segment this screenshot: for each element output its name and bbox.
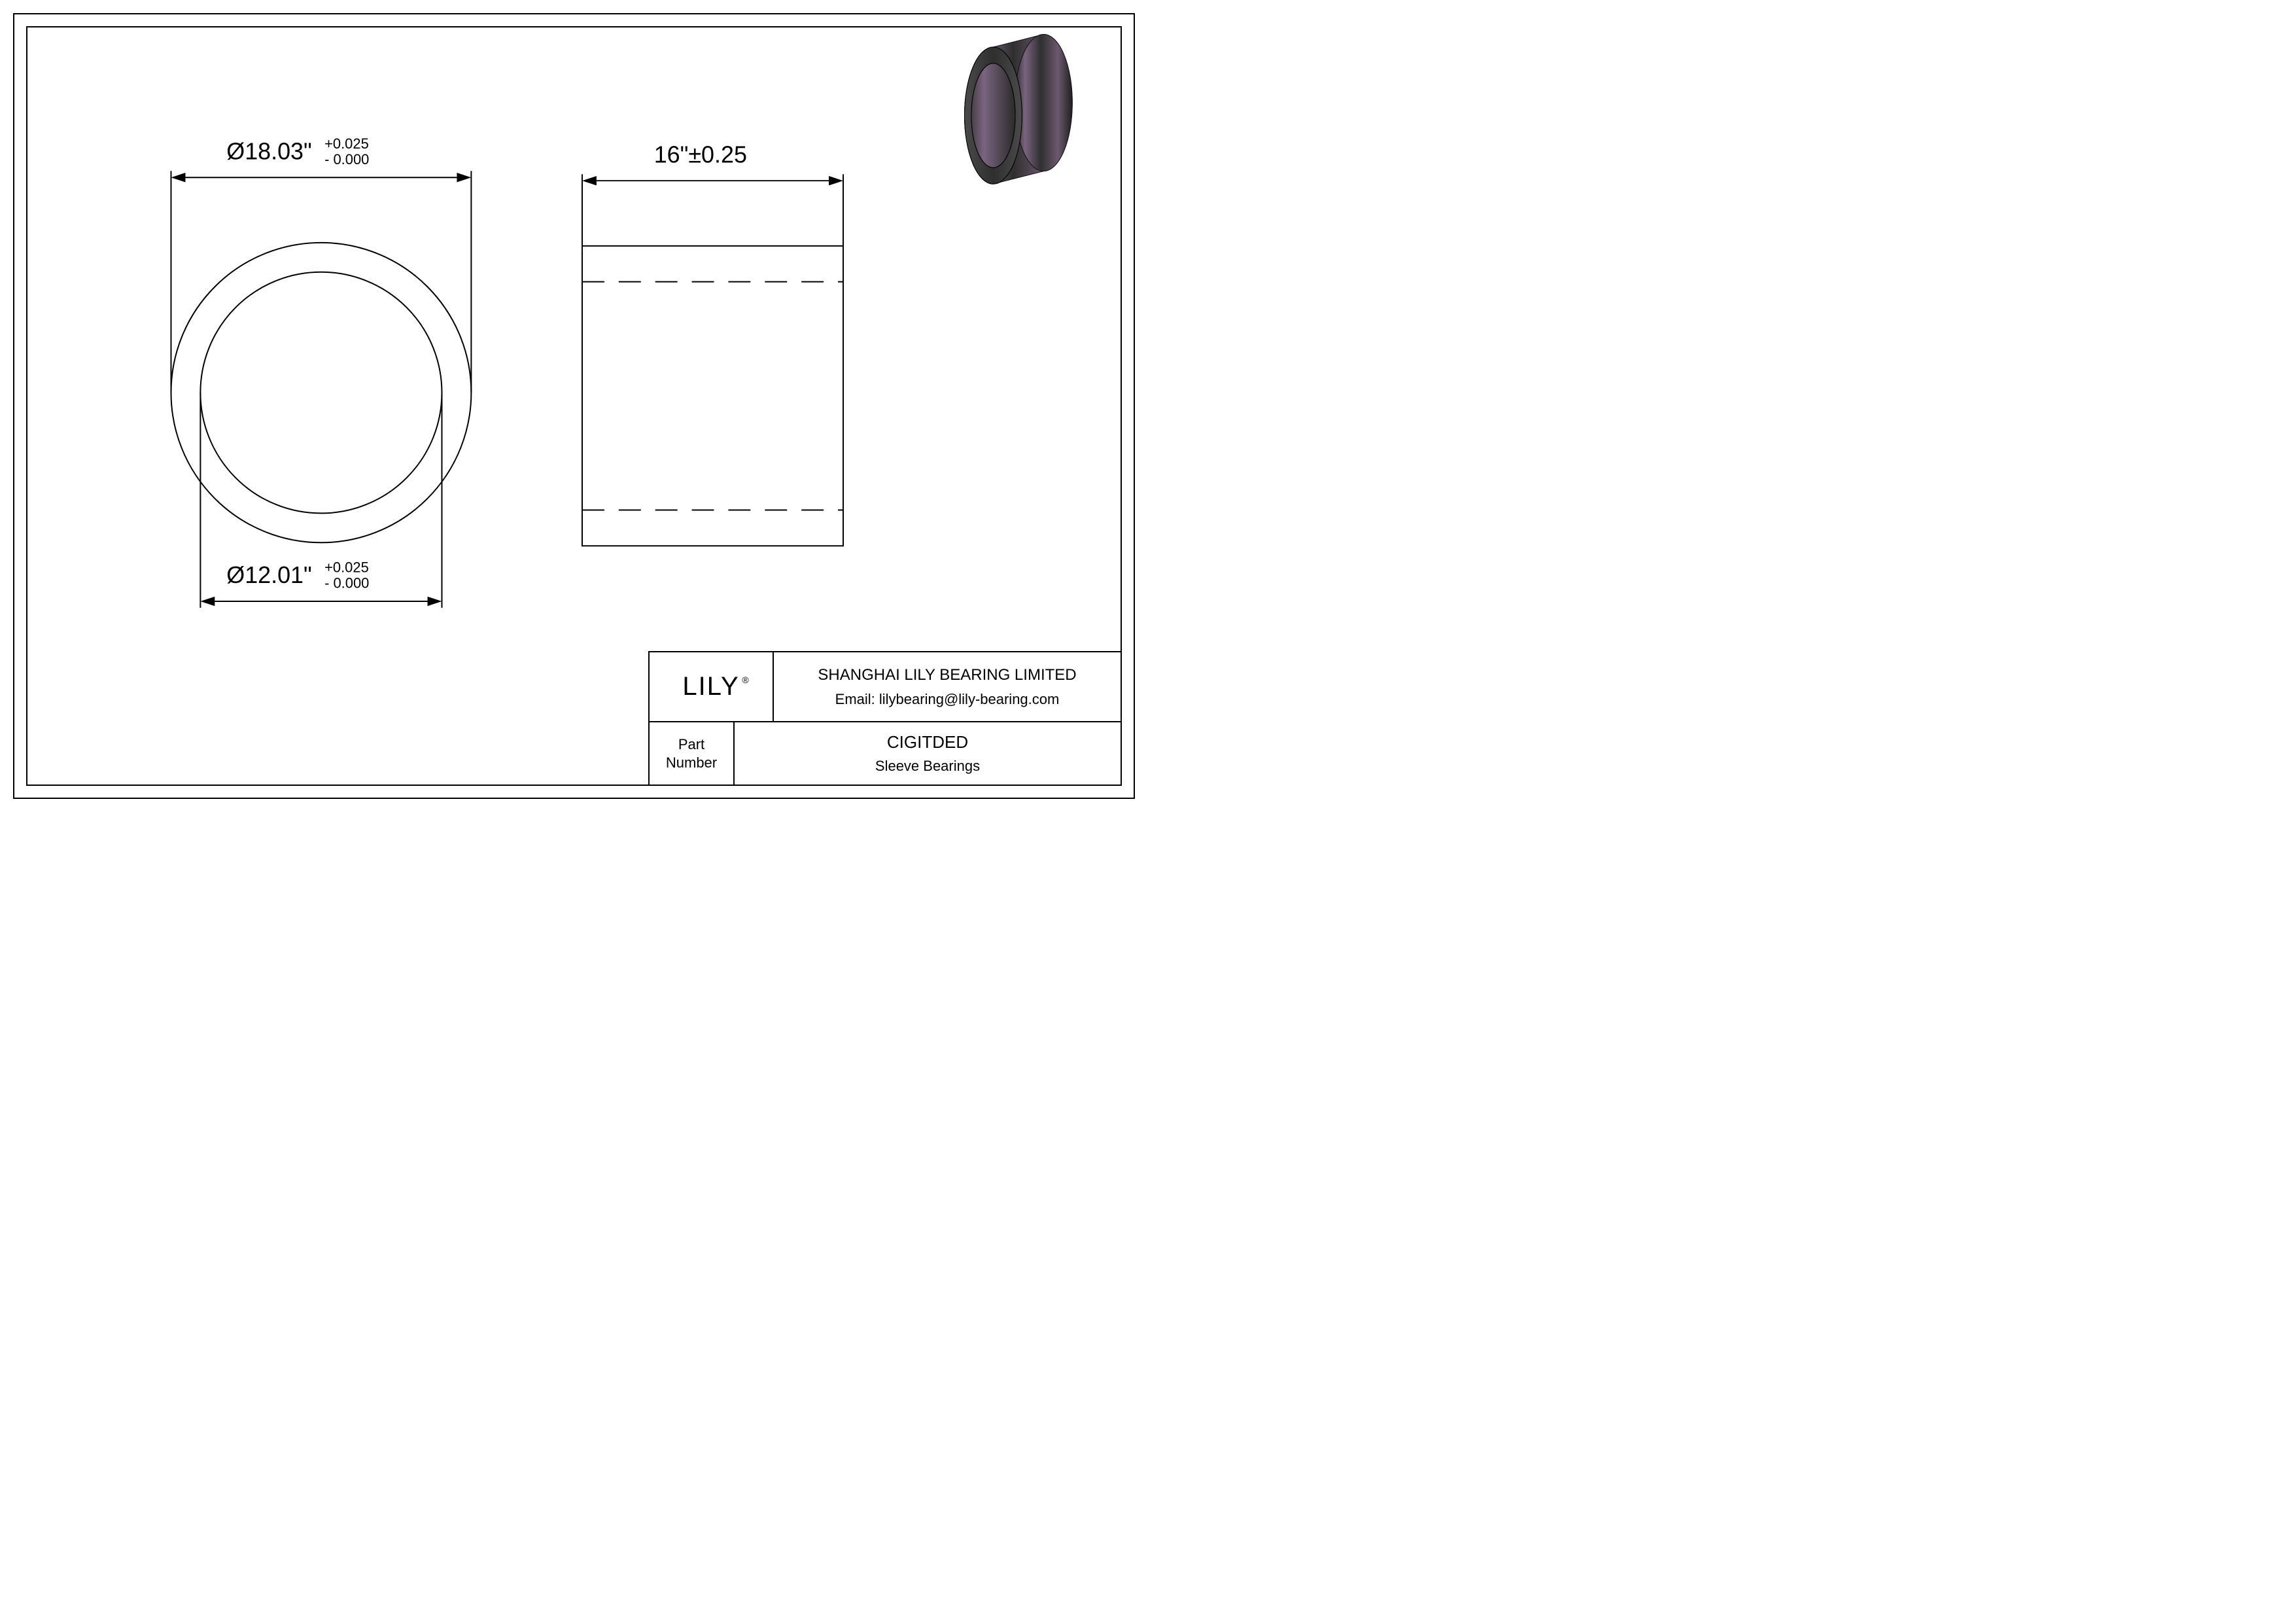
- svg-text:+0.025: +0.025: [324, 135, 369, 152]
- part-number-cell: CIGITDED Sleeve Bearings: [735, 722, 1121, 785]
- company-name: SHANGHAI LILY BEARING LIMITED: [818, 666, 1076, 684]
- isometric-view: [964, 34, 1072, 184]
- title-block: LILY® SHANGHAI LILY BEARING LIMITED Emai…: [648, 651, 1121, 785]
- title-block-row-1: LILY® SHANGHAI LILY BEARING LIMITED Emai…: [650, 652, 1121, 721]
- front-view: [171, 243, 471, 542]
- registered-icon: ®: [742, 675, 750, 685]
- side-view: [582, 246, 843, 546]
- logo-text: LILY®: [682, 672, 739, 701]
- company-cell: SHANGHAI LILY BEARING LIMITED Email: lil…: [774, 652, 1121, 721]
- part-description: Sleeve Bearings: [875, 758, 980, 775]
- page: Ø18.03"+0.025- 0.000Ø12.01"+0.025- 0.000…: [0, 0, 1148, 812]
- svg-text:+0.025: +0.025: [324, 559, 369, 576]
- svg-text:- 0.000: - 0.000: [324, 151, 369, 168]
- svg-text:Ø18.03": Ø18.03": [226, 138, 311, 164]
- part-number-label-text: Part Number: [666, 735, 717, 771]
- svg-text:Ø12.01": Ø12.01": [226, 562, 311, 588]
- part-number-label: Part Number: [650, 722, 735, 785]
- svg-text:16"±0.25: 16"±0.25: [654, 141, 747, 168]
- company-email: Email: lilybearing@lily-bearing.com: [835, 691, 1060, 708]
- dimensions: Ø18.03"+0.025- 0.000Ø12.01"+0.025- 0.000…: [171, 135, 843, 608]
- inner-frame: Ø18.03"+0.025- 0.000Ø12.01"+0.025- 0.000…: [26, 26, 1122, 786]
- logo-name: LILY: [682, 672, 739, 701]
- svg-text:- 0.000: - 0.000: [324, 575, 369, 591]
- part-number-value: CIGITDED: [887, 732, 968, 752]
- logo-cell: LILY®: [650, 652, 774, 721]
- title-block-row-2: Part Number CIGITDED Sleeve Bearings: [650, 721, 1121, 785]
